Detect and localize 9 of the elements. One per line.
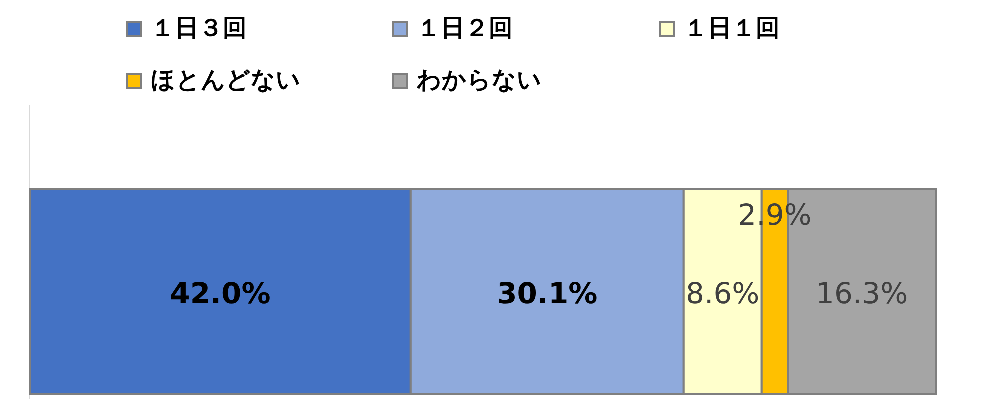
legend-label: １日１回 (684, 14, 780, 42)
legend-label: ほとんどない (151, 66, 301, 94)
legend-label: １日２回 (417, 14, 513, 42)
legend-label: わからない (416, 66, 542, 94)
data-label: 16.3% (816, 276, 908, 310)
data-label: 30.1% (497, 276, 598, 310)
data-label: 8.6% (686, 276, 760, 310)
legend-label: １日３回 (151, 14, 247, 42)
data-label: 42.0% (170, 276, 271, 310)
